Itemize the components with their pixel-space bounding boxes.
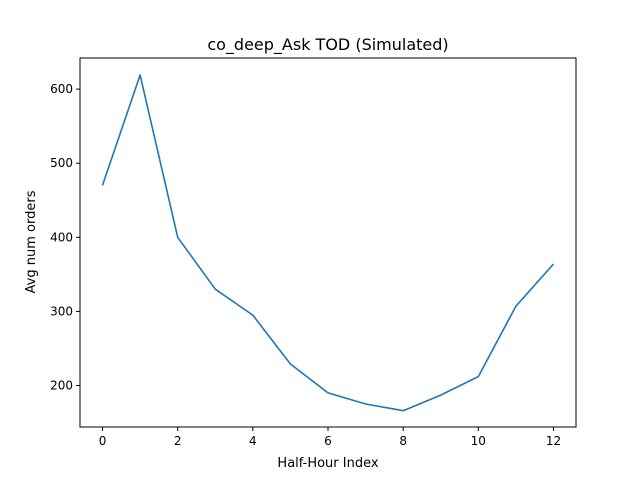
y-axis-label: Avg num orders <box>24 190 39 293</box>
x-tick-label: 4 <box>249 434 257 448</box>
x-tick-label: 8 <box>399 434 407 448</box>
x-tick-label: 2 <box>174 434 182 448</box>
series-line-0 <box>101 74 555 412</box>
y-tick-label: 300 <box>50 304 73 318</box>
x-tick-label: 10 <box>471 434 486 448</box>
y-tick-label: 600 <box>50 82 73 96</box>
x-tick-label: 12 <box>546 434 561 448</box>
x-tick-label: 0 <box>99 434 107 448</box>
x-tick-label: 6 <box>324 434 332 448</box>
y-axis: 200 300 400 500 600 <box>50 82 80 393</box>
plot-area <box>79 57 577 428</box>
plot-frame <box>79 57 577 428</box>
chart-title: co_deep_Ask TOD (Simulated) <box>207 35 448 55</box>
y-tick-label: 200 <box>50 379 73 393</box>
x-axis: 0 2 4 6 8 10 12 <box>99 427 561 448</box>
y-tick-label: 400 <box>50 230 73 244</box>
y-tick-label: 500 <box>50 156 73 170</box>
series-layer <box>101 74 555 412</box>
x-axis-label: Half-Hour Index <box>277 456 378 471</box>
